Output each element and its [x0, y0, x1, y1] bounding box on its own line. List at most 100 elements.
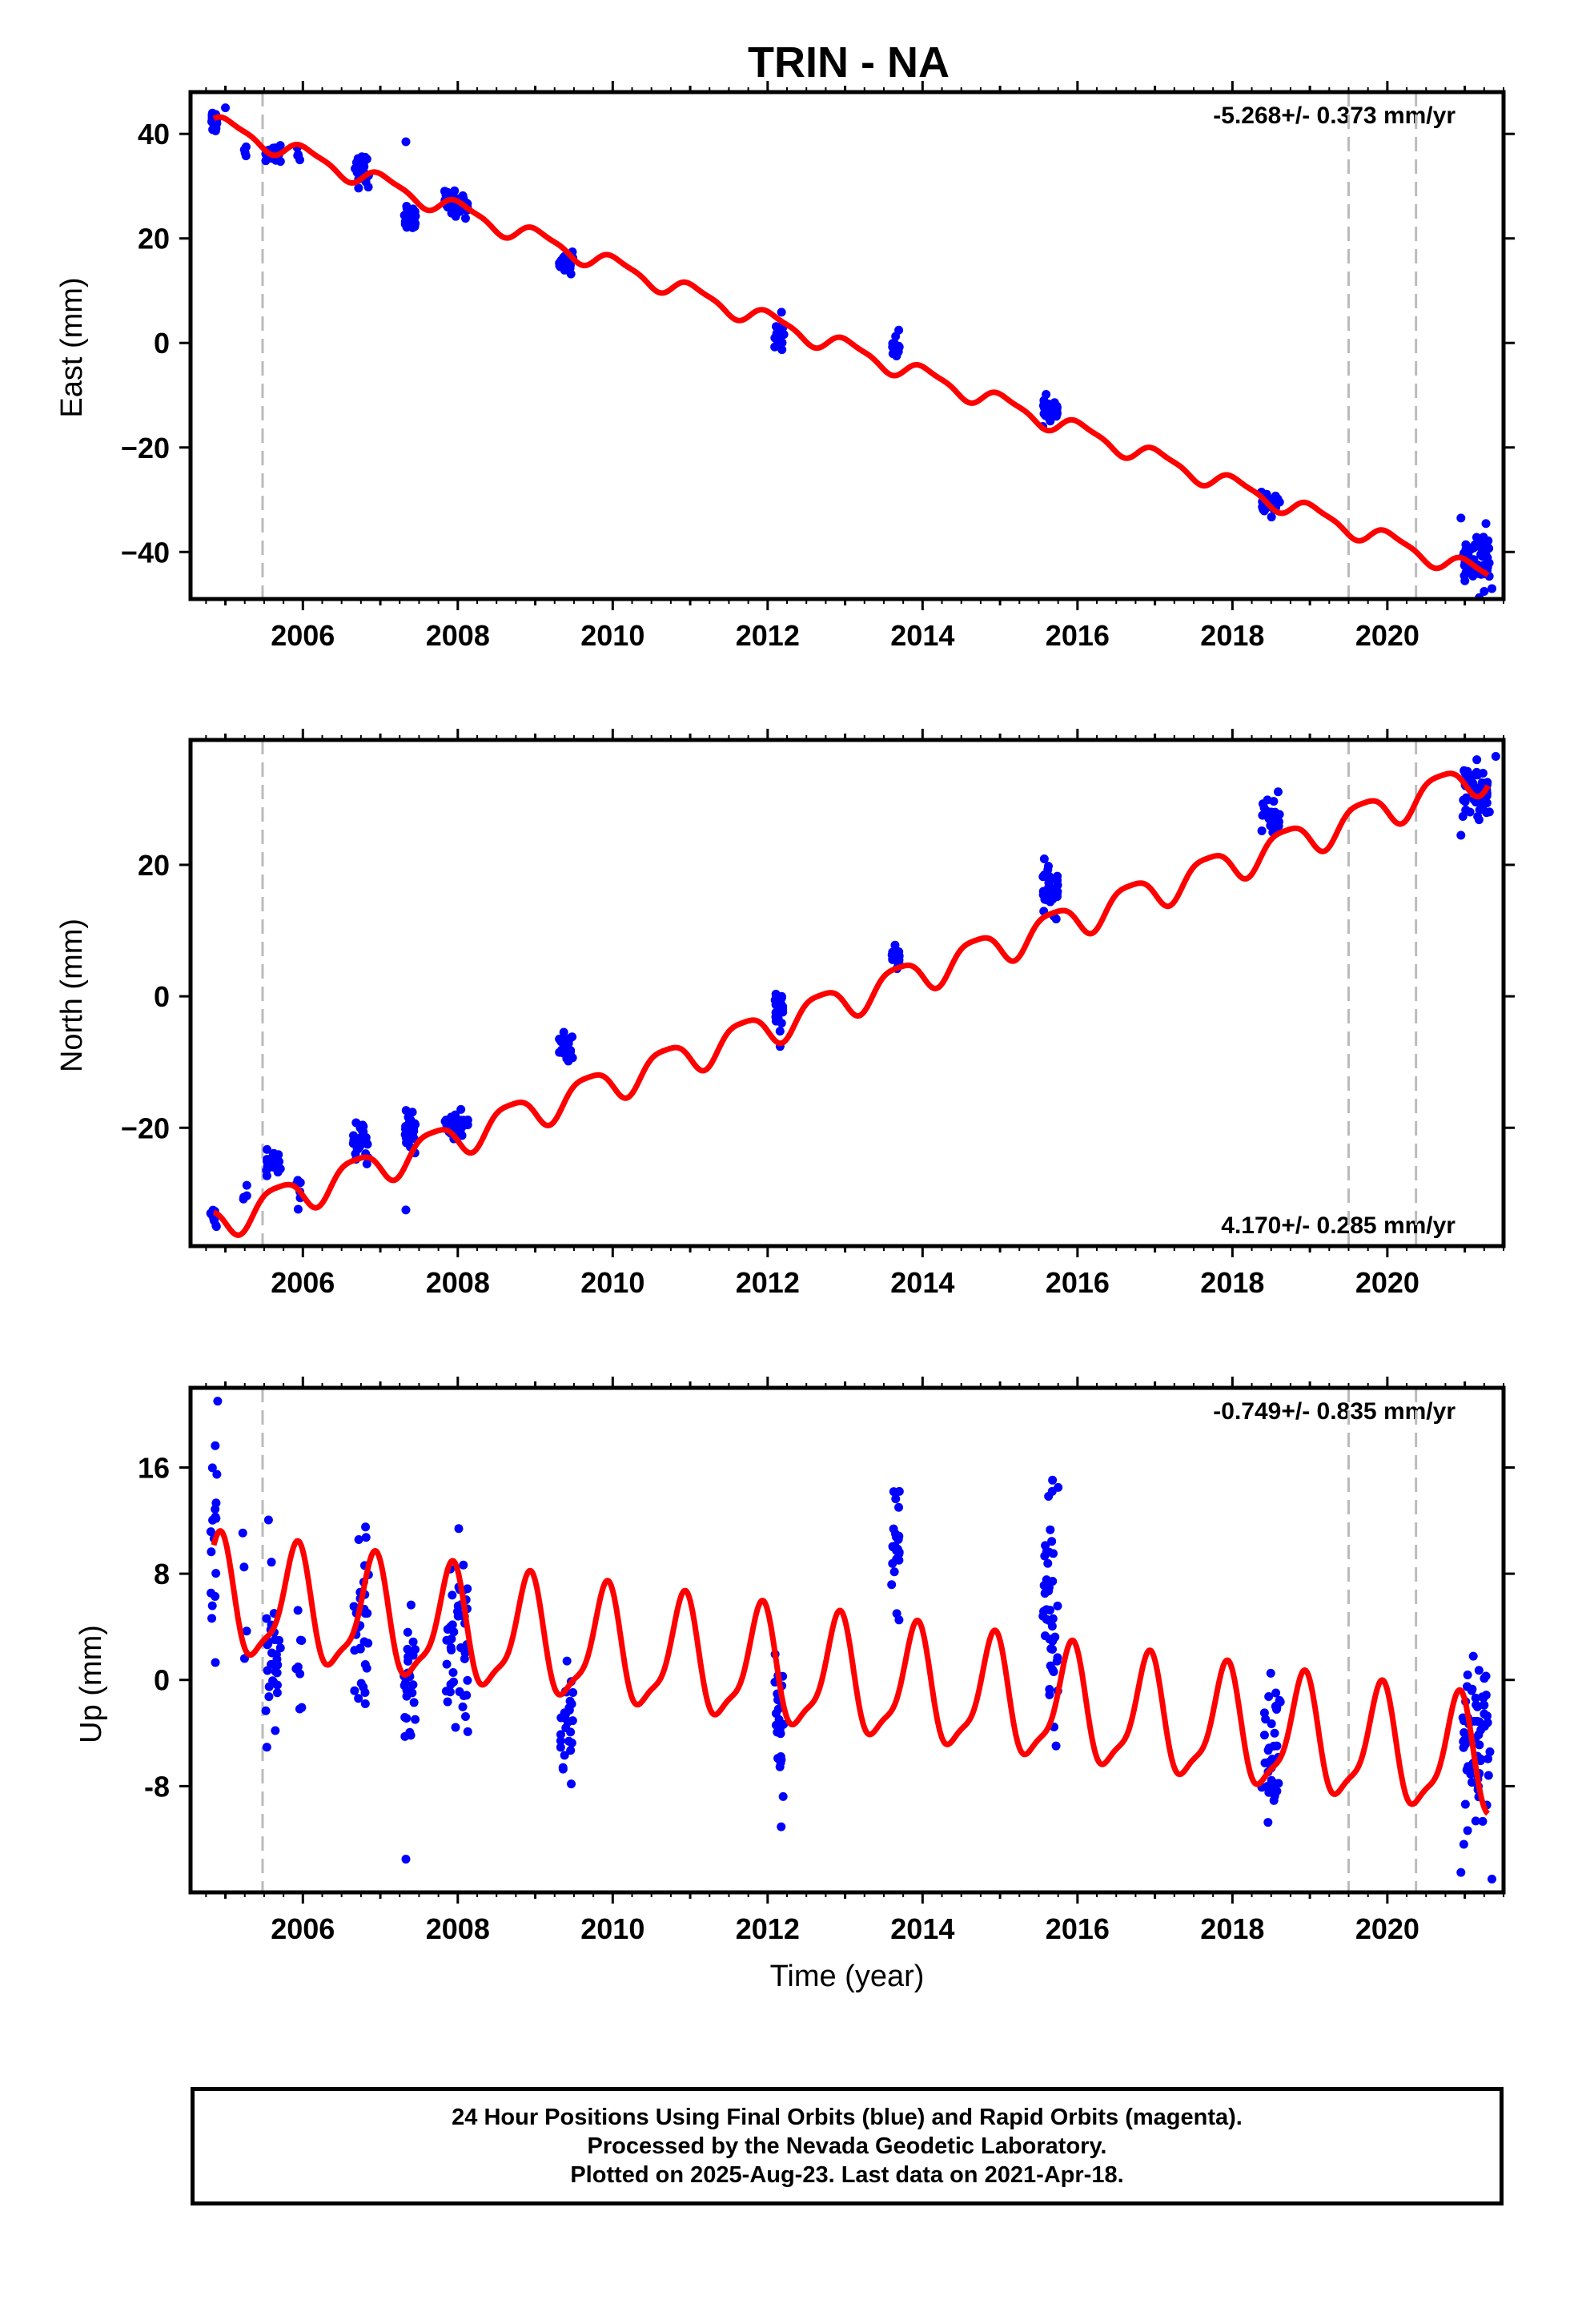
east-outlier-point — [1487, 584, 1496, 593]
east-data-point — [1480, 586, 1489, 596]
north-y-tick-label: 0 — [154, 980, 170, 1013]
up-data-point — [565, 1696, 575, 1706]
north-data-point — [1483, 778, 1492, 787]
east-outlier-point — [401, 137, 411, 147]
north-data-point — [775, 1027, 785, 1036]
east-outlier-point — [221, 103, 231, 113]
up-data-points — [206, 1397, 1496, 1884]
north-data-point — [1052, 892, 1062, 902]
up-data-point — [1476, 1754, 1485, 1763]
up-data-point — [892, 1554, 901, 1564]
north-data-point — [773, 1013, 783, 1023]
up-data-point — [271, 1667, 280, 1676]
up-data-point — [773, 1754, 783, 1763]
east-y-tick-label: 0 — [154, 327, 170, 360]
up-data-point — [362, 1663, 371, 1673]
up-data-point — [361, 1522, 371, 1532]
up-data-point — [451, 1723, 460, 1732]
up-data-point — [459, 1560, 468, 1570]
up-data-point — [206, 1527, 215, 1537]
up-data-point — [1263, 1818, 1273, 1827]
up-data-point — [359, 1608, 369, 1618]
up-data-point — [1480, 1674, 1489, 1683]
east-y-tick-label: −40 — [121, 536, 170, 569]
up-data-point — [442, 1635, 452, 1645]
caption-line-2: Processed by the Nevada Geodetic Laborat… — [587, 2133, 1107, 2159]
up-data-point — [211, 1504, 220, 1514]
up-data-point — [443, 1697, 452, 1707]
up-data-point — [564, 1736, 574, 1746]
up-data-point — [262, 1614, 271, 1623]
north-data-point — [889, 948, 898, 958]
up-data-point — [401, 1678, 411, 1687]
north-data-point — [1258, 810, 1267, 820]
east-data-point — [777, 345, 787, 355]
up-data-point — [409, 1698, 419, 1707]
up-x-tick-label: 2018 — [1200, 1912, 1264, 1945]
east-y-axis-label: East (mm) — [55, 277, 89, 417]
north-data-point — [1259, 803, 1269, 813]
up-data-point — [894, 1547, 904, 1557]
up-data-point — [773, 1727, 782, 1737]
up-data-point — [1471, 1816, 1480, 1826]
up-data-point — [361, 1533, 371, 1542]
north-data-point — [349, 1131, 359, 1140]
up-x-tick-label: 2014 — [890, 1912, 954, 1945]
up-data-point — [207, 1614, 217, 1623]
up-data-point — [263, 1666, 272, 1675]
up-data-point — [1039, 1581, 1049, 1590]
east-data-point — [239, 145, 249, 155]
up-data-point — [887, 1580, 897, 1590]
up-data-point — [447, 1645, 456, 1655]
east-data-point — [460, 214, 470, 223]
up-data-point — [262, 1743, 271, 1752]
up-x-tick-label: 2020 — [1355, 1912, 1419, 1945]
east-data-point — [450, 203, 460, 213]
east-data-point — [450, 186, 460, 195]
north-data-point — [275, 1164, 285, 1173]
up-data-point — [271, 1650, 281, 1659]
up-data-point — [267, 1558, 276, 1567]
north-data-point — [359, 1127, 368, 1136]
north-x-tick-label: 2010 — [580, 1266, 644, 1299]
up-data-point — [777, 1822, 786, 1831]
up-data-point — [771, 1709, 781, 1719]
up-data-point — [1267, 1719, 1276, 1728]
north-outlier-point — [1491, 752, 1500, 762]
up-data-point — [1478, 1692, 1488, 1702]
north-x-tick-label: 2018 — [1200, 1266, 1264, 1299]
north-data-point — [1046, 875, 1055, 884]
up-data-point — [454, 1524, 464, 1534]
up-data-point — [463, 1675, 472, 1685]
up-data-point — [558, 1763, 568, 1772]
up-data-point — [1259, 1731, 1269, 1740]
up-data-point — [1052, 1656, 1062, 1666]
east-data-point — [261, 156, 271, 166]
up-outlier-point — [1054, 1482, 1063, 1492]
north-data-point — [1484, 807, 1494, 817]
up-data-point — [1269, 1795, 1279, 1805]
east-data-point — [777, 308, 786, 317]
up-data-point — [271, 1726, 280, 1735]
up-data-point — [1275, 1695, 1284, 1705]
north-data-point — [1046, 883, 1056, 893]
up-data-point — [894, 1615, 904, 1625]
up-data-point — [561, 1723, 571, 1733]
up-data-point — [455, 1687, 464, 1696]
north-data-point — [568, 1032, 577, 1042]
up-data-point — [291, 1664, 301, 1674]
up-data-point — [560, 1751, 569, 1760]
up-data-point — [775, 1762, 785, 1771]
north-data-point — [1472, 768, 1481, 778]
up-data-point — [261, 1706, 271, 1715]
north-data-point — [293, 1204, 303, 1214]
up-data-point — [460, 1654, 469, 1663]
east-data-point — [777, 330, 787, 340]
east-rate-label: -5.268+/- 0.373 mm/yr — [1213, 103, 1456, 129]
east-data-point — [1484, 536, 1493, 545]
east-data-point — [458, 191, 468, 200]
up-data-point — [1468, 1778, 1477, 1787]
north-outlier-point — [401, 1205, 411, 1215]
east-data-point — [771, 322, 781, 332]
up-data-point — [446, 1679, 456, 1689]
